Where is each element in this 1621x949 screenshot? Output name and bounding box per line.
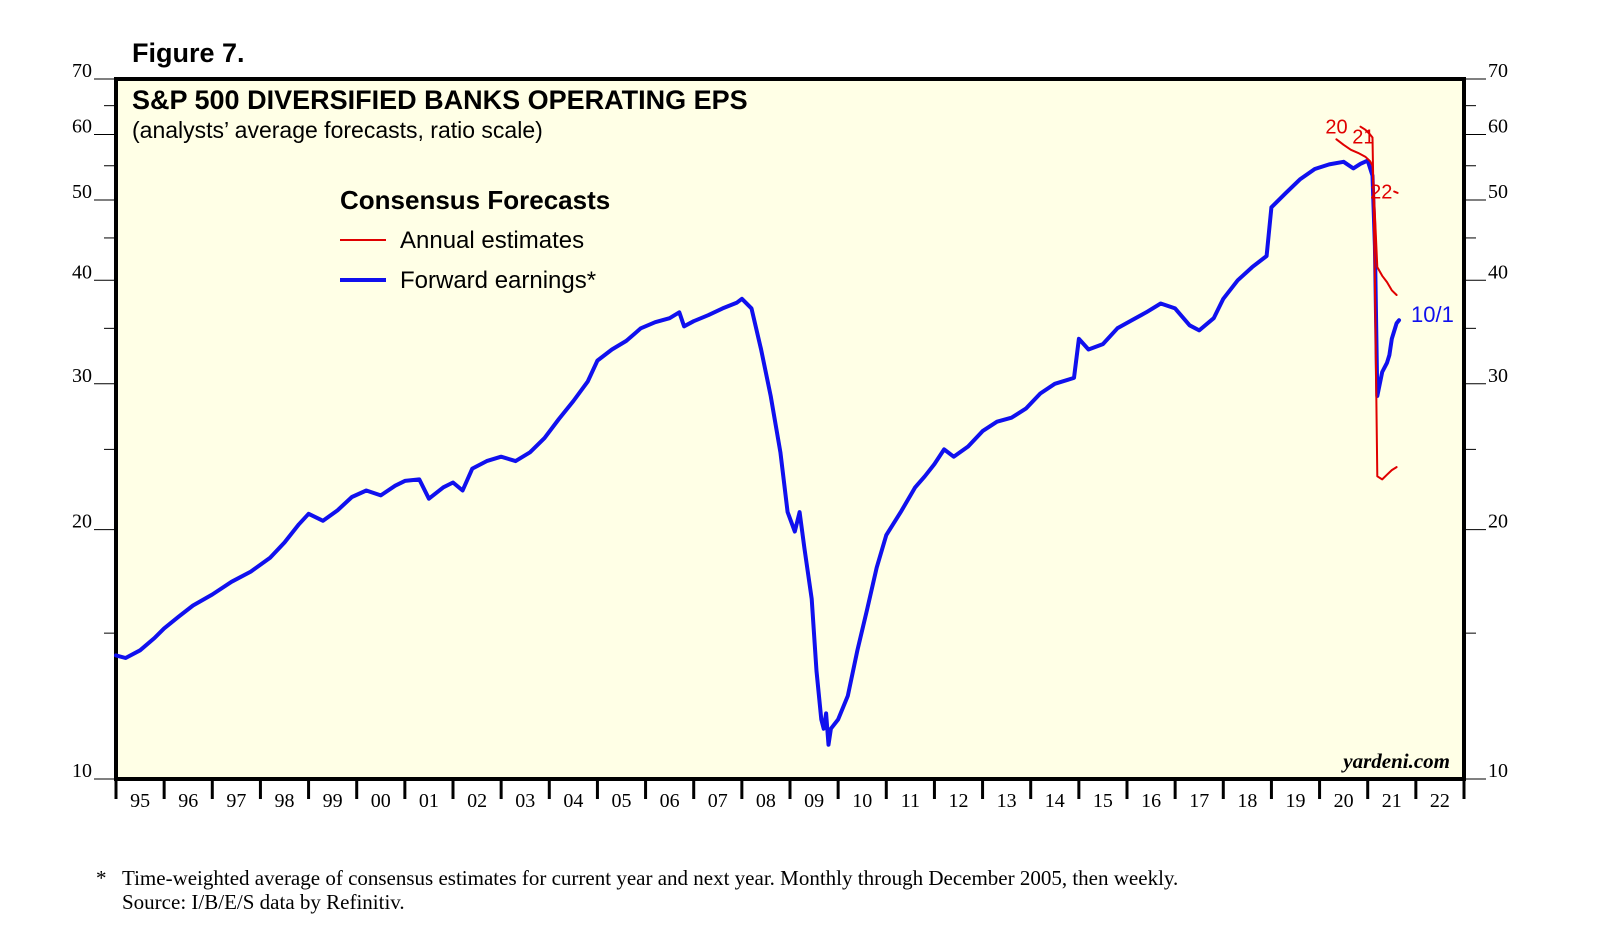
forward-earnings-line	[114, 158, 1401, 747]
annual-estimate-line-20	[1359, 125, 1398, 481]
y-tick-label-right: 60	[1488, 115, 1508, 137]
y-tick-label-right: 50	[1488, 181, 1508, 203]
y-tick-label-left: 20	[72, 511, 92, 533]
source-credit: yardeni.com	[1340, 749, 1450, 773]
series-layer	[114, 125, 1401, 747]
y-tick-label-left: 10	[72, 760, 92, 782]
y-tick-label-left: 60	[72, 115, 92, 137]
footnote-line-2: Source: I/B/E/S data by Refinitiv.	[122, 890, 405, 914]
chart-subtitle: (analysts’ average forecasts, ratio scal…	[132, 117, 543, 143]
x-tick-label: 08	[756, 790, 776, 812]
x-tick-label: 99	[323, 790, 343, 812]
y-tick-label-right: 30	[1488, 365, 1508, 387]
series-annotation: 20	[1325, 117, 1347, 139]
y-tick-label-left: 50	[72, 181, 92, 203]
annual-estimate-line-21	[1335, 138, 1398, 296]
y-tick-label-right: 40	[1488, 261, 1508, 283]
x-tick-label: 01	[419, 790, 439, 812]
y-tick-label-left: 70	[72, 60, 92, 82]
x-tick-label: 22	[1430, 790, 1450, 812]
x-tick-label: 10	[852, 790, 872, 812]
x-tick-label: 18	[1237, 790, 1257, 812]
x-tick-label: 14	[1045, 790, 1065, 812]
y-tick-label-left: 30	[72, 365, 92, 387]
x-tick-label: 15	[1093, 790, 1113, 812]
plot-area	[114, 77, 1466, 781]
annual-estimate-line-22	[1393, 190, 1399, 194]
figure-label: Figure 7.	[132, 38, 245, 68]
x-tick-label: 05	[612, 790, 632, 812]
series-annotation: 22	[1370, 182, 1392, 204]
x-tick-label: 20	[1334, 790, 1354, 812]
x-tick-label: 09	[804, 790, 824, 812]
y-tick-label-right: 70	[1488, 60, 1508, 82]
y-tick-label-left: 40	[72, 261, 92, 283]
x-tick-label: 11	[901, 790, 920, 812]
legend-label-forward: Forward earnings*	[400, 267, 596, 294]
y-tick-label-right: 10	[1488, 760, 1508, 782]
x-tick-label: 13	[997, 790, 1017, 812]
x-axis-labels: 95 96 97 98 99 00 01 02 03 04 05 06 07 08 09 10 11 12 13 14…	[130, 790, 1450, 812]
x-tick-label: 17	[1189, 790, 1209, 812]
footnote-line-1: Time-weighted average of consensus estim…	[122, 866, 1179, 890]
legend-title: Consensus Forecasts	[340, 185, 610, 215]
footnote: * Time-weighted average of consensus est…	[96, 866, 1178, 914]
x-tick-label: 12	[949, 790, 969, 812]
legend: Consensus Forecasts Annual estimates For…	[340, 185, 610, 294]
footnote-mark: *	[96, 866, 107, 890]
annotations: 20 21 22 10/1	[1325, 117, 1454, 327]
x-tick-label: 97	[226, 790, 246, 812]
x-tick-label: 04	[563, 790, 583, 812]
x-tick-label: 98	[275, 790, 295, 812]
axis-ticks	[94, 78, 1486, 799]
y-tick-label-right: 20	[1488, 511, 1508, 533]
x-tick-label: 16	[1141, 790, 1161, 812]
x-tick-label: 03	[515, 790, 535, 812]
y-axis-labels: 10 10 20 20 30 30 40 40 50 50 60 60 70 70	[72, 60, 1508, 782]
x-tick-label: 19	[1286, 790, 1306, 812]
chart-title: S&P 500 DIVERSIFIED BANKS OPERATING EPS	[132, 85, 748, 115]
x-tick-label: 96	[178, 790, 198, 812]
series-annotation: 10/1	[1411, 302, 1454, 327]
legend-label-annual: Annual estimates	[400, 227, 584, 254]
x-tick-label: 00	[371, 790, 391, 812]
x-tick-label: 95	[130, 790, 150, 812]
x-tick-label: 02	[467, 790, 487, 812]
x-tick-label: 07	[708, 790, 728, 812]
series-annotation: 21	[1352, 126, 1374, 148]
x-tick-label: 21	[1382, 790, 1402, 812]
x-tick-label: 06	[660, 790, 680, 812]
